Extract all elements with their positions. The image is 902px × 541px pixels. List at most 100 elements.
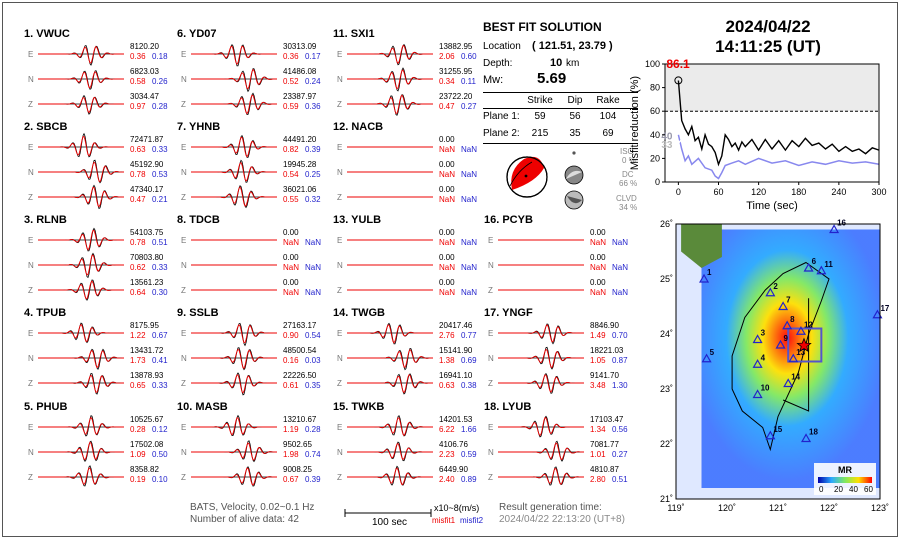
synthetic-waveform <box>38 441 124 461</box>
misfit1-value: 0.61 <box>283 381 299 390</box>
lat-tick-label: 25˚ <box>660 274 673 284</box>
misfit2-value: 0.56 <box>612 425 628 434</box>
component-label: E <box>337 50 342 59</box>
synthetic-waveform <box>191 162 277 182</box>
event-time: 14:11:25 (UT) <box>715 37 821 56</box>
station-panel-tpub: 4. TPUB E 8175.951.22 0.67 N 13431.721.73 0.41… <box>24 307 168 395</box>
amplitude-value: 8358.82 <box>130 465 159 474</box>
dc-label: DC <box>622 170 634 179</box>
amplitude-value: 0.00 <box>439 278 455 287</box>
lon-tick-label: 119˚ <box>667 503 684 513</box>
station-panel-twgb: 14. TWGB E 20417.462.76 0.77 N 15141.901.38 0.… <box>333 307 477 395</box>
annotation-33: 33 <box>661 140 673 151</box>
component-label: Z <box>488 473 493 482</box>
x-tick-label: 240 <box>831 187 846 197</box>
station-panel-vwuc: 1. VWUC E 8120.200.36 0.18 N 6823.030.58 0.26 Z… <box>24 28 168 115</box>
component-label: Z <box>28 473 33 482</box>
observed-waveform <box>347 348 433 371</box>
misfit1-value: NaN <box>439 263 455 272</box>
amplitude-value: 0.00 <box>283 253 299 262</box>
synthetic-waveform <box>347 348 433 369</box>
station-triangle-icon <box>775 339 786 349</box>
component-label: Z <box>337 100 342 109</box>
y-tick-label: 40 <box>650 130 660 140</box>
misfit1-value: 2.06 <box>439 52 455 61</box>
synthetic-waveform <box>498 417 584 437</box>
lon-tick-label: 123˚ <box>871 503 889 513</box>
misfit1-value: 1.05 <box>590 356 606 365</box>
observed-waveform <box>347 94 433 116</box>
component-label: N <box>337 448 343 457</box>
misfit2-value: 0.28 <box>152 102 168 111</box>
lon-tick-label: 120˚ <box>718 503 736 513</box>
misfit1-value: NaN <box>439 145 455 154</box>
result-time-label: Result generation time: <box>499 502 602 513</box>
amplitude-value: 9141.70 <box>590 371 619 380</box>
component-label: N <box>28 354 34 363</box>
amplitude-value: 72471.87 <box>130 135 164 144</box>
amplitude-value: 47340.17 <box>130 185 164 194</box>
synthetic-waveform <box>191 45 277 66</box>
amplitude-value: 30313.09 <box>283 42 317 51</box>
colorbar-tick-label: 20 <box>834 485 843 494</box>
misfit2-value: 0.21 <box>152 195 168 204</box>
misfit2-value: 0.39 <box>305 145 321 154</box>
station-title: 14. TWGB <box>333 307 385 319</box>
misfit1-value: 0.47 <box>130 195 146 204</box>
misfit1-value: 0.67 <box>283 475 299 484</box>
synthetic-waveform <box>498 374 584 393</box>
synthetic-waveform <box>38 71 124 89</box>
amplitude-value: 17103.47 <box>590 415 624 424</box>
component-label: E <box>28 423 33 432</box>
station-triangle-icon <box>788 353 799 363</box>
component-label: Z <box>181 100 186 109</box>
misfit1-value: 2.40 <box>439 475 455 484</box>
lon-tick-label: 121˚ <box>769 503 787 513</box>
misfit1-value: 0.19 <box>130 475 146 484</box>
misfit2-value: NaN <box>305 288 321 297</box>
station-number: 6 <box>812 257 817 266</box>
station-title: 10. MASB <box>177 401 228 413</box>
misfit1-value: 0.65 <box>130 381 146 390</box>
component-label: Z <box>337 193 342 202</box>
station-panel-rlnb: 3. RLNB E 54103.750.78 0.51 N 70803.800.62 0.3… <box>24 214 168 301</box>
misfit1-value: 3.48 <box>590 381 606 390</box>
component-label: N <box>181 75 187 84</box>
lat-tick-label: 24˚ <box>660 329 673 339</box>
synthetic-waveform <box>191 417 277 436</box>
synthetic-waveform <box>38 323 124 342</box>
synthetic-waveform <box>38 136 124 157</box>
misfit2-value: 0.39 <box>305 475 321 484</box>
clvd-icon <box>564 190 584 210</box>
epicenter-box <box>787 327 823 363</box>
component-label: N <box>337 75 343 84</box>
x-tick-label: 300 <box>871 187 886 197</box>
misfit2-value: 0.74 <box>305 450 321 459</box>
synthetic-waveform <box>498 348 584 368</box>
component-label: N <box>488 448 494 457</box>
synthetic-waveform <box>347 442 433 461</box>
component-label: N <box>181 261 187 270</box>
misfit1-value: 0.78 <box>130 170 146 179</box>
y-axis-label: Misfit reduction (%) <box>629 76 641 170</box>
result-time-value: 2024/04/22 22:13:20 (UT+8) <box>499 514 625 525</box>
amplitude-value: 45192.90 <box>130 160 164 169</box>
component-label: E <box>488 423 493 432</box>
clvd-label: CLVD <box>616 194 637 203</box>
mw-value: 5.69 <box>537 70 567 87</box>
component-label: N <box>488 261 494 270</box>
time-scale-bar <box>344 509 432 517</box>
station-triangle-icon <box>752 334 763 344</box>
misfit1-value: 0.16 <box>283 356 299 365</box>
synthetic-waveform <box>38 96 124 114</box>
amplitude-value: 0.00 <box>439 135 455 144</box>
amplitude-value: 23387.97 <box>283 92 317 101</box>
max-marker <box>674 76 683 85</box>
synthetic-waveform <box>498 442 584 460</box>
depth-label: Depth: <box>483 58 513 69</box>
synthetic-waveform <box>38 416 124 435</box>
station-triangle-icon <box>803 262 814 272</box>
misfit1-value: NaN <box>590 238 606 247</box>
misfit1-legend: misfit1 <box>432 516 456 525</box>
